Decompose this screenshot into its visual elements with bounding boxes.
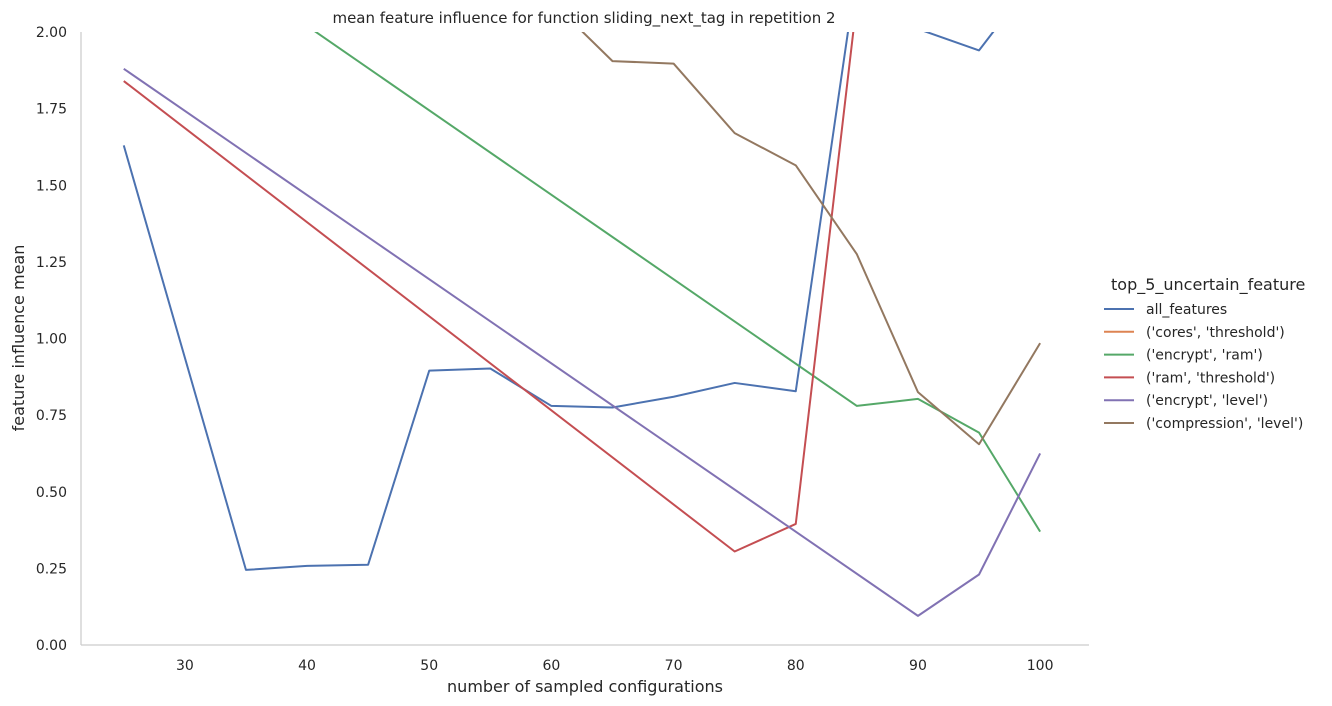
legend-label: ('ram', 'threshold') [1146,370,1275,386]
y-axis-label: feature influence mean [9,245,28,432]
y-tick-label: 1.25 [36,255,67,271]
y-tick-label: 0.75 [36,408,67,424]
y-tick-labels: 0.00 0.25 0.50 0.75 1.00 1.25 1.50 1.75 2.00 [36,25,67,654]
y-tick-label: 0.25 [36,561,67,577]
legend-label: ('encrypt', 'ram') [1146,348,1263,364]
x-tick-label: 40 [298,658,316,674]
series-line [123,67,1042,617]
legend-title: top_5_uncertain_feature [1111,275,1305,295]
series-line [123,32,855,553]
legend-items: all_features ('cores', 'threshold') ('encr… [1104,302,1303,432]
x-tick-label: 70 [665,658,683,674]
legend-label: all_features [1146,302,1227,318]
series-line [314,32,1041,533]
legend-label: ('compression', 'level') [1146,416,1303,432]
series-line [122,32,995,571]
y-tick-label: 0.50 [36,485,67,501]
x-tick-label: 80 [787,658,805,674]
y-tick-label: 1.00 [36,332,67,348]
x-tick-label: 50 [420,658,438,674]
legend-label: ('encrypt', 'level') [1146,393,1268,409]
y-tick-label: 0.00 [36,638,67,654]
x-tick-label: 60 [542,658,560,674]
x-tick-label: 90 [909,658,927,674]
series-line [581,32,1041,446]
x-axis-label: number of sampled configurations [447,677,723,696]
x-tick-label: 30 [176,658,194,674]
series-layer [122,32,1042,617]
y-tick-label: 1.50 [36,178,67,194]
y-tick-label: 2.00 [36,25,67,41]
legend: top_5_uncertain_feature all_features ('co… [1104,275,1305,432]
x-tick-labels: 30 40 50 60 70 80 90 100 [176,658,1054,674]
y-tick-label: 1.75 [36,102,67,118]
legend-label: ('cores', 'threshold') [1146,325,1285,341]
x-tick-label: 100 [1027,658,1054,674]
chart-title: mean feature influence for function slid… [332,9,835,28]
